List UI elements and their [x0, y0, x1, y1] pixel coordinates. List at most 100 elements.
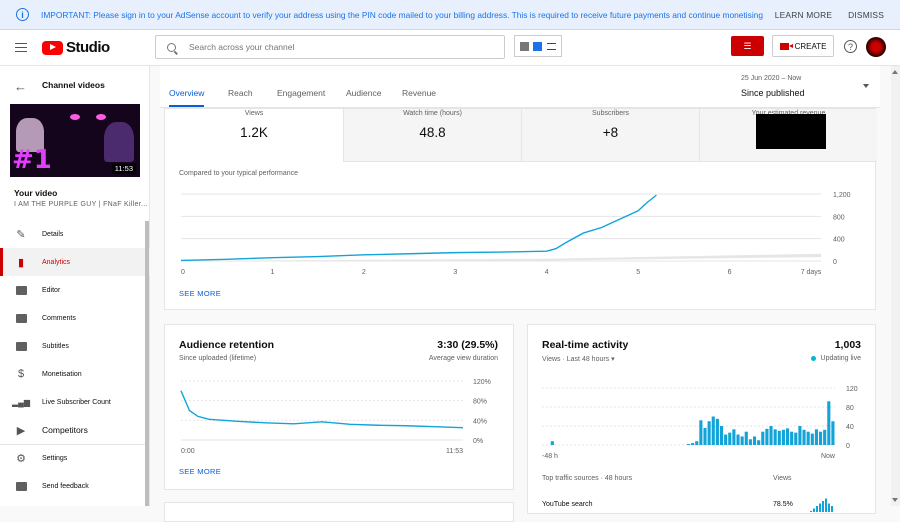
retention-title: Audience retention — [179, 339, 275, 351]
analytics-icon: ▮ — [17, 256, 25, 269]
realtime-bar — [831, 421, 835, 445]
y-tick-label: 800 — [833, 214, 845, 221]
ext-play-icon[interactable] — [533, 41, 543, 51]
realtime-bar — [810, 433, 814, 445]
y-tick-label: 80 — [846, 405, 854, 412]
sidebar-scrollbar[interactable] — [145, 221, 149, 506]
retention-chart: 120% 80% 40% 0% 0:00 11:53 — [180, 379, 491, 455]
important-banner: i IMPORTANT: Please sign in to your AdSe… — [0, 0, 900, 30]
realtime-bar — [707, 421, 711, 445]
realtime-bar — [798, 426, 802, 445]
sidebar-item-subtitles[interactable]: Subtitles — [0, 332, 150, 360]
sidebar-item-monetisation[interactable]: $ Monetisation — [0, 360, 150, 388]
sparkline-bar — [816, 506, 818, 512]
retention-subtitle: Since uploaded (lifetime) — [179, 355, 257, 362]
y-tick-label: 40 — [846, 424, 854, 431]
tab-overview[interactable]: Overview — [169, 88, 205, 107]
realtime-bar — [711, 416, 715, 445]
tab-audience[interactable]: Audience — [346, 88, 382, 98]
sidebar-item-details[interactable]: ✎ Details — [0, 220, 150, 248]
youtube-logo-icon — [42, 40, 63, 55]
realtime-bar — [728, 432, 732, 445]
realtime-bar — [703, 427, 707, 445]
compare-text: Compared to your typical performance — [179, 170, 299, 177]
search-box[interactable] — [155, 35, 505, 59]
tab-reach[interactable]: Reach — [228, 88, 253, 98]
realtime-bar — [781, 429, 785, 445]
channel-videos-label: Channel videos — [42, 80, 105, 90]
sidebar-item-label: Editor — [42, 286, 61, 294]
sidebar-item-live-subscriber-count[interactable]: ▂▄▆ Live Subscriber Count — [0, 388, 150, 416]
date-range-selector[interactable]: Since published — [741, 88, 805, 98]
chevron-down-icon[interactable] — [863, 84, 869, 88]
search-input[interactable] — [189, 42, 479, 52]
menu-icon[interactable] — [15, 43, 27, 52]
metric-subscribers[interactable]: Subscribers +8 — [521, 109, 699, 162]
metric-label: Your estimated revenue — [700, 110, 877, 117]
sidebar-item-comments[interactable]: Comments — [0, 304, 150, 332]
live-dot-icon — [810, 355, 816, 361]
tab-engagement[interactable]: Engagement — [277, 88, 326, 98]
metric-value: 1.2K — [240, 125, 268, 140]
sidebar-item-settings[interactable]: ⚙ Settings — [0, 444, 150, 472]
x-tick-label: 2 — [362, 269, 366, 276]
scroll-down-icon[interactable] — [892, 498, 898, 502]
ext-image-icon[interactable] — [520, 41, 530, 51]
realtime-status-text: Updating live — [820, 355, 861, 362]
retention-series-line — [180, 390, 464, 429]
dismiss-button[interactable]: DISMISS — [848, 9, 884, 20]
sidebar-item-label: Live Subscriber Count — [42, 398, 111, 406]
sidebar-item-competitors[interactable]: ▶ Competitors — [0, 416, 150, 444]
realtime-bar — [732, 429, 736, 445]
help-icon[interactable]: ? — [844, 40, 857, 53]
overview-see-more-link[interactable]: SEE MORE — [179, 289, 221, 298]
learn-more-button[interactable]: LEARN MORE — [774, 9, 833, 20]
metric-views[interactable]: Views 1.2K — [165, 109, 343, 162]
sidebar-item-analytics[interactable]: ▮ Analytics — [0, 248, 150, 276]
realtime-bar — [794, 432, 798, 445]
x-tick-label: 4 — [545, 269, 549, 276]
avatar[interactable] — [866, 37, 886, 57]
realtime-bar — [814, 429, 818, 445]
banner-message: IMPORTANT: Please sign in to your AdSens… — [41, 9, 764, 20]
main-scrollbar[interactable] — [891, 66, 900, 506]
y-tick-label: 40% — [473, 418, 487, 425]
metric-watch-time[interactable]: Watch time (hours) 48.8 — [343, 109, 521, 162]
realtime-bar — [823, 429, 827, 445]
metric-divider — [343, 161, 877, 162]
sidebar: ← Channel videos #1 11:53 Your video I A… — [0, 66, 150, 506]
retention-see-more-link[interactable]: SEE MORE — [179, 467, 221, 476]
back-arrow-icon[interactable]: ← — [14, 79, 27, 94]
sidebar-item-label: Details — [42, 230, 64, 238]
sparkline-bar — [810, 511, 812, 512]
scroll-up-icon[interactable] — [892, 70, 898, 74]
ext-list-icon[interactable] — [546, 42, 556, 50]
video-duration: 11:53 — [111, 163, 136, 174]
thumbnail-figure-right — [104, 122, 134, 162]
video-thumbnail[interactable]: #1 11:53 — [10, 104, 140, 177]
sparkline-bar — [831, 506, 833, 512]
studio-logo[interactable]: Studio — [42, 39, 110, 56]
feedback-icon — [15, 480, 27, 492]
sidebar-item-send-feedback[interactable]: Send feedback — [0, 472, 150, 500]
sidebar-item-editor[interactable]: Editor — [0, 276, 150, 304]
metric-revenue[interactable]: Your estimated revenue — [699, 109, 877, 162]
y-tick-label: 80% — [473, 399, 487, 406]
next-card — [164, 502, 514, 522]
chevron-down-icon: ▾ — [611, 356, 615, 363]
thumbnail-eye — [70, 114, 80, 120]
traffic-views-header: Views — [773, 475, 792, 482]
realtime-bar — [757, 440, 761, 445]
y-tick-label: 0 — [846, 443, 850, 450]
metric-label: Subscribers — [592, 110, 629, 117]
realtime-subtitle[interactable]: Views · Last 48 hours ▾ — [542, 355, 615, 363]
create-button[interactable]: CREATE — [772, 35, 834, 57]
realtime-bar — [827, 401, 831, 445]
realtime-bar — [686, 444, 691, 445]
realtime-bar — [724, 434, 728, 445]
date-range-dates: 25 Jun 2020 – Now — [741, 75, 802, 82]
views-series-line — [180, 194, 657, 262]
extension-red-button[interactable]: ☰ — [731, 36, 764, 56]
tab-revenue[interactable]: Revenue — [402, 88, 437, 98]
sidebar-item-label: Send feedback — [42, 482, 89, 490]
